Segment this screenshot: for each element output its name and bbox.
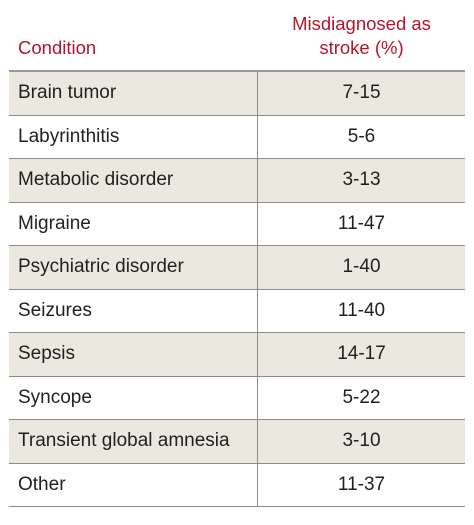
header-percent-line1: Misdiagnosed as [292,13,431,34]
table-row: Sepsis 14-17 [9,333,465,377]
table-row: Other 11-37 [9,463,465,507]
percent-cell: 7-15 [342,82,381,104]
condition-cell: Transient global amnesia [9,420,258,463]
percent-cell: 1-40 [342,256,381,278]
table-row: Psychiatric disorder 1-40 [9,246,465,290]
condition-cell: Labyrinthitis [9,115,258,158]
percent-cell: 11-37 [337,473,386,495]
condition-cell: Sepsis [9,333,258,376]
percent-cell: 11-40 [337,299,386,321]
table-row: Migraine 11-47 [9,202,465,246]
condition-cell: Migraine [9,202,258,245]
condition-cell: Brain tumor [9,72,258,115]
table-row: Transient global amnesia 3-10 [9,420,465,464]
percent-cell: 5-22 [342,386,381,408]
table-row: Brain tumor 7-15 [9,72,465,116]
condition-cell: Psychiatric disorder [9,246,258,289]
header-percent-line2: stroke (%) [319,37,404,58]
table-row: Metabolic disorder 3-13 [9,159,465,203]
percent-cell: 3-10 [342,430,381,452]
table-row: Seizures 11-40 [9,289,465,333]
percent-cell: 5-6 [347,125,376,147]
table-row: Syncope 5-22 [9,376,465,420]
misdiagnosis-table: Condition Misdiagnosed as stroke (%) Bra… [9,8,465,507]
header-percent: Misdiagnosed as stroke (%) [258,12,465,70]
percent-cell: 14-17 [337,343,386,365]
header-condition: Condition [18,37,97,58]
percent-cell: 11-47 [337,212,386,234]
condition-cell: Seizures [9,289,258,332]
table-header: Condition Misdiagnosed as stroke (%) [9,8,465,72]
condition-cell: Metabolic disorder [9,159,258,202]
percent-cell: 3-13 [342,169,381,191]
table-row: Labyrinthitis 5-6 [9,115,465,159]
condition-cell: Other [9,463,258,506]
condition-cell: Syncope [9,376,258,419]
